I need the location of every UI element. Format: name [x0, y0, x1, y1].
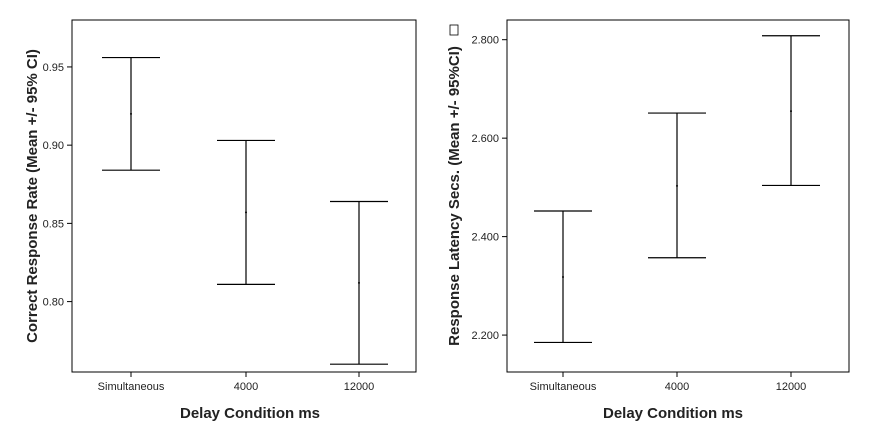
x-tick-label: Simultaneous: [530, 381, 597, 393]
error-bar: [762, 35, 820, 187]
y-tick-label: 0.80: [43, 297, 64, 309]
tick-group: 0.80 0.85 0.90 0.95 Simultaneous 4000 12000: [43, 62, 375, 393]
error-bar: [217, 139, 275, 285]
error-bar: [330, 200, 388, 365]
y-tick-label: 2.600: [471, 133, 499, 145]
mean-point: [130, 112, 132, 115]
x-tick-label: 12000: [344, 381, 375, 393]
box-glyph-icon: [449, 24, 459, 36]
y-tick-label: 2.400: [471, 232, 499, 244]
y-tick-label: 0.85: [43, 218, 64, 230]
error-bar: [534, 210, 592, 344]
y-tick-label: 0.95: [43, 62, 64, 74]
y-tick-label: 2.800: [471, 35, 499, 47]
x-tick-label: 12000: [776, 381, 807, 393]
tick-group: 2.200 2.400 2.600 2.800 Simultaneous 4000 1200…: [471, 35, 806, 393]
errorbar-group: [102, 56, 388, 365]
x-axis-title: Delay Condition ms: [603, 405, 743, 422]
y-axis-title: Response Latency Secs. (Mean +/- 95%CI): [446, 46, 463, 346]
x-tick-label: 4000: [665, 381, 689, 393]
mean-point: [562, 275, 564, 278]
errorbar-group: [534, 35, 820, 344]
chart-response-latency: Delay Condition ms Response Latency Secs…: [446, 19, 850, 422]
mean-point: [245, 211, 247, 214]
error-bar: [102, 56, 160, 171]
chart-correct-response-rate: Delay Condition ms Correct Response Rate…: [24, 19, 417, 422]
mean-point: [676, 184, 678, 187]
mean-point: [790, 110, 792, 113]
plot-frame: [71, 19, 417, 373]
plot-frame: [506, 19, 850, 373]
y-axis-title: Correct Response Rate (Mean +/- 95% CI): [24, 49, 41, 343]
error-bar: [648, 112, 706, 259]
y-tick-label: 2.200: [471, 330, 499, 342]
mean-point: [358, 281, 360, 284]
x-tick-label: Simultaneous: [98, 381, 165, 393]
x-tick-label: 4000: [234, 381, 258, 393]
y-tick-label: 0.90: [43, 140, 64, 152]
x-axis-title: Delay Condition ms: [180, 405, 320, 422]
